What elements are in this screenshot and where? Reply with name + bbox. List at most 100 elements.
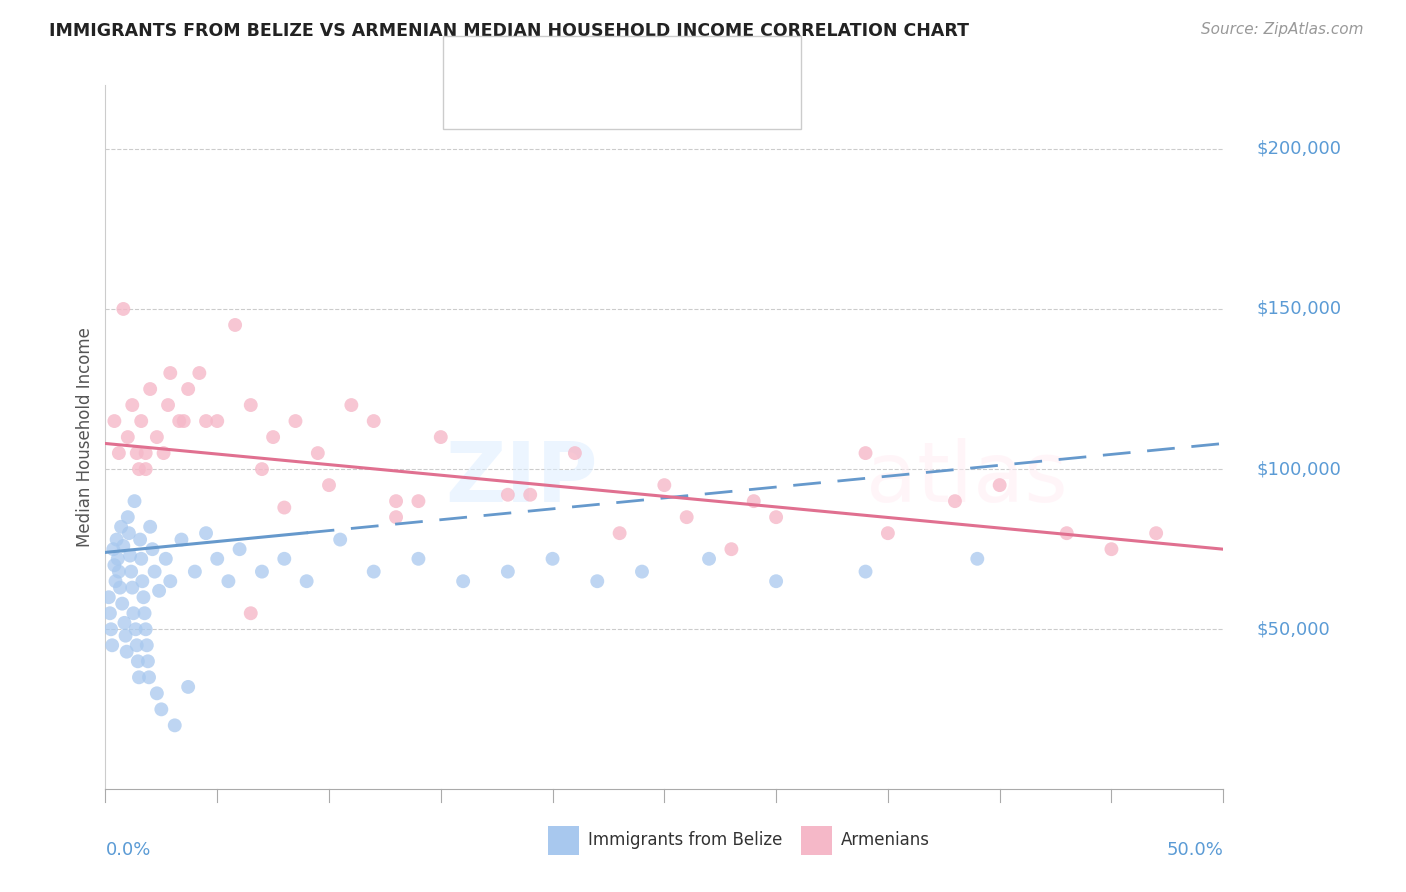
Point <box>564 446 586 460</box>
Point <box>742 494 765 508</box>
Text: IMMIGRANTS FROM BELIZE VS ARMENIAN MEDIAN HOUSEHOLD INCOME CORRELATION CHART: IMMIGRANTS FROM BELIZE VS ARMENIAN MEDIA… <box>49 22 969 40</box>
Point <box>122 607 145 621</box>
Point <box>855 565 877 579</box>
Point <box>224 318 246 332</box>
Point <box>250 565 273 579</box>
Point <box>217 574 239 589</box>
Point <box>148 583 170 598</box>
Point <box>121 398 143 412</box>
Point <box>157 398 180 412</box>
Point <box>100 622 122 636</box>
Point <box>136 654 159 668</box>
Point <box>765 574 787 589</box>
Point <box>112 301 135 316</box>
Point <box>120 565 142 579</box>
Point <box>112 539 135 553</box>
Point <box>108 565 131 579</box>
Text: N = 68: N = 68 <box>650 52 717 70</box>
Point <box>273 500 295 515</box>
Point <box>273 551 295 566</box>
Point <box>877 526 900 541</box>
Point <box>451 574 474 589</box>
Point <box>363 414 385 428</box>
Point <box>195 414 218 428</box>
Point <box>141 542 163 557</box>
Point <box>173 414 195 428</box>
Point <box>129 414 152 428</box>
Point <box>170 533 193 547</box>
Point <box>385 494 408 508</box>
Point <box>138 670 160 684</box>
Point <box>205 414 228 428</box>
Point <box>496 565 519 579</box>
Point <box>188 366 211 380</box>
Point <box>855 446 877 460</box>
Point <box>124 622 146 636</box>
Text: ZIP: ZIP <box>444 438 598 519</box>
Point <box>139 520 162 534</box>
Point <box>262 430 284 444</box>
Point <box>135 622 157 636</box>
Point <box>97 591 120 605</box>
Point <box>408 551 430 566</box>
Point <box>117 510 139 524</box>
Text: $150,000: $150,000 <box>1257 300 1341 318</box>
Point <box>129 551 152 566</box>
Point <box>363 565 385 579</box>
Point <box>135 446 157 460</box>
Point <box>111 597 134 611</box>
Point <box>124 494 146 508</box>
Text: $100,000: $100,000 <box>1257 460 1341 478</box>
Point <box>114 629 136 643</box>
Point <box>720 542 742 557</box>
Point <box>101 638 124 652</box>
Point <box>134 607 156 621</box>
Point <box>519 488 541 502</box>
Point <box>146 430 169 444</box>
Point <box>131 574 153 589</box>
Text: $200,000: $200,000 <box>1257 140 1341 158</box>
Point <box>159 574 181 589</box>
Point <box>1144 526 1167 541</box>
Point <box>103 542 125 557</box>
Point <box>121 581 143 595</box>
Point <box>110 520 132 534</box>
Point <box>408 494 430 508</box>
Point <box>1099 542 1122 557</box>
Point <box>652 478 676 492</box>
Point <box>115 645 138 659</box>
Point <box>125 446 148 460</box>
Point <box>135 462 157 476</box>
Point <box>1056 526 1078 541</box>
Point <box>104 574 127 589</box>
Text: 0.0%: 0.0% <box>105 840 150 859</box>
Point <box>128 462 150 476</box>
Text: R = -0.318: R = -0.318 <box>499 95 596 112</box>
Point <box>108 581 131 595</box>
Point <box>118 549 141 563</box>
Text: R = 0.044: R = 0.044 <box>499 52 589 70</box>
Point <box>239 607 262 621</box>
Point <box>159 366 181 380</box>
Text: Immigrants from Belize: Immigrants from Belize <box>588 831 782 849</box>
Text: atlas: atlas <box>866 438 1067 519</box>
Point <box>239 398 262 412</box>
Point <box>541 551 564 566</box>
Point <box>135 638 157 652</box>
Point <box>103 414 125 428</box>
Text: Armenians: Armenians <box>841 831 929 849</box>
Point <box>675 510 697 524</box>
Point <box>128 670 150 684</box>
Point <box>103 558 125 573</box>
Point <box>765 510 787 524</box>
Point <box>107 551 129 566</box>
Point <box>146 686 169 700</box>
Point <box>284 414 307 428</box>
Point <box>295 574 318 589</box>
Point <box>132 591 155 605</box>
Point <box>966 551 988 566</box>
Point <box>118 526 141 541</box>
Point <box>125 638 148 652</box>
Point <box>307 446 329 460</box>
Point <box>184 565 207 579</box>
